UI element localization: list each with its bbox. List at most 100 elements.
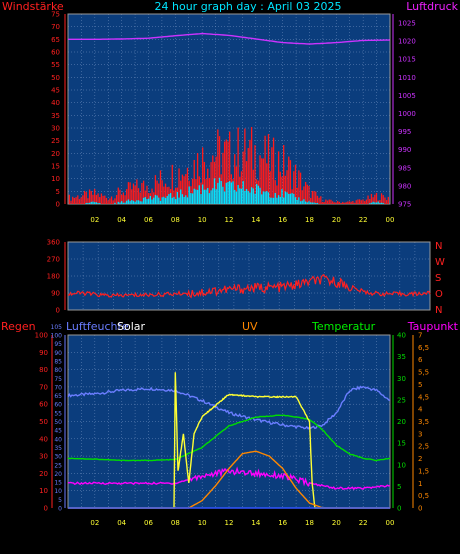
dewpoint-tick-label: 1 [418,480,422,488]
humidity-tick-label: 105 [51,324,63,331]
rain-tick-label: 0 [44,505,48,513]
pressure-axis-title: Luftdruck [406,0,458,13]
temperature-tick-label: 25 [397,396,406,404]
plot-area-wind [68,14,390,204]
humidity-tick-label: 20 [54,471,62,478]
humidity-line [67,385,391,430]
rain-tick-label: 70 [39,383,48,391]
humidity-tick-label: 60 [54,402,62,409]
humidity-tick-label: 40 [54,436,62,443]
humidity-tick-label: 35 [54,445,62,452]
dewpoint-tick-label: 7 [418,332,422,340]
humidity-tick-label: 90 [54,350,62,357]
wind-direction-line [67,273,431,299]
x-tick-label: 04 [117,216,126,224]
temperature-tick-label: 30 [397,375,406,383]
x-tick-label: 08 [171,216,180,224]
wind-pressure-panel: 0510152025303540455055606570759759809859… [51,11,416,225]
pressure-tick-label: 995 [398,128,411,136]
wind-tick-label: 20 [51,150,60,158]
temperature-tick-label: 5 [397,483,401,491]
dewpoint-tick-label: 0 [418,505,422,513]
x-tick-label: 18 [305,519,314,527]
x-tick-label: 16 [278,519,287,527]
rain-tick-label: 30 [39,453,48,461]
humidity-tick-label: 55 [54,410,62,417]
x-tick-label: 18 [305,216,314,224]
rain-tick-label: 40 [39,435,48,443]
x-tick-label: 16 [278,216,287,224]
wind-tick-label: 45 [51,87,60,95]
pressure-tick-label: 985 [398,164,411,172]
wind-tick-label: 35 [51,112,60,120]
humidity-tick-label: 10 [54,488,62,495]
direction-tick-label: 270 [47,256,60,264]
wind-tick-label: 15 [51,163,60,171]
compass-label: S [435,273,441,284]
wind-tick-label: 65 [51,36,60,44]
direction-tick-label: 90 [51,290,60,298]
x-tick-label: 20 [332,519,341,527]
wind-tick-label: 10 [51,175,60,183]
temperature-tick-label: 10 [397,461,406,469]
plot-border [67,13,391,205]
pressure-tick-label: 975 [398,201,411,209]
x-tick-label: 12 [225,519,234,527]
dewpoint-tick-label: 2,5 [418,443,429,451]
x-tick-label: 04 [117,519,126,527]
dewpoint-tick-label: 3 [418,430,422,438]
wind-tick-label: 25 [51,137,60,145]
temperature-tick-label: 15 [397,440,406,448]
compass-label: W [435,257,445,268]
solar-axis-title: Solar [117,320,146,333]
humidity-tick-label: 70 [54,384,62,391]
x-tick-label: 22 [359,216,368,224]
wind-tick-label: 0 [56,201,60,209]
wind-tick-label: 40 [51,99,60,107]
pressure-tick-label: 1015 [398,56,416,64]
pressure-tick-label: 980 [398,182,411,190]
x-tick-label: 00 [386,216,395,224]
x-tick-label: 14 [251,216,260,224]
pressure-tick-label: 1010 [398,74,416,82]
wind-tick-label: 50 [51,74,60,82]
direction-tick-label: 0 [56,307,60,315]
dewpoint-tick-label: 1,5 [418,467,429,475]
wind-tick-label: 70 [51,23,60,31]
humidity-tick-label: 95 [54,341,62,348]
humidity-tick-label: 100 [51,333,63,340]
dewpoint-tick-label: 4,5 [418,393,429,401]
compass-label: O [435,289,443,300]
pressure-tick-label: 1020 [398,38,416,46]
x-tick-label: 02 [90,519,99,527]
x-tick-label: 14 [251,519,260,527]
dewpoint-tick-label: 0,5 [418,492,429,500]
rain-tick-label: 50 [39,418,48,426]
temperature-tick-label: 40 [397,332,406,340]
dewpoint-line [68,466,391,491]
rain-tick-label: 90 [39,349,48,357]
rain-tick-label: 60 [39,401,48,409]
humidity-tick-label: 30 [54,454,62,461]
humidity-tick-label: 45 [54,428,62,435]
wind-tick-label: 5 [56,188,60,196]
rain-tick-label: 20 [39,470,48,478]
pressure-tick-label: 1005 [398,92,416,100]
humidity-tick-label: 65 [54,393,62,400]
rain-axis-title: Regen [1,320,36,333]
humidity-tick-label: 25 [54,462,62,469]
direction-tick-label: 180 [47,273,60,281]
x-tick-label: 08 [171,519,180,527]
wind-tick-label: 75 [51,11,60,19]
uv-axis-title: UV [242,320,258,333]
temperature-axis-title: Temperatur [311,320,376,333]
dewpoint-tick-label: 3,5 [418,418,429,426]
x-tick-label: 06 [144,216,153,224]
plot-border [67,241,431,311]
wind-tick-label: 55 [51,61,60,69]
humidity-tick-label: 15 [54,480,62,487]
compass-label: N [435,305,442,316]
chart-title: 24 hour graph day : April 03 2025 [155,0,342,13]
